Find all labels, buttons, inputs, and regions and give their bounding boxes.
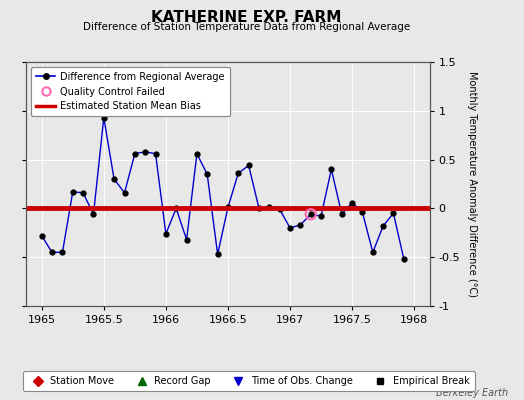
Y-axis label: Monthly Temperature Anomaly Difference (°C): Monthly Temperature Anomaly Difference (… <box>467 71 477 297</box>
Legend: Difference from Regional Average, Quality Control Failed, Estimated Station Mean: Difference from Regional Average, Qualit… <box>31 67 230 116</box>
Point <box>307 211 315 218</box>
Legend: Station Move, Record Gap, Time of Obs. Change, Empirical Break: Station Move, Record Gap, Time of Obs. C… <box>23 372 475 391</box>
Text: KATHERINE EXP. FARM: KATHERINE EXP. FARM <box>151 10 342 25</box>
Text: Berkeley Earth: Berkeley Earth <box>436 388 508 398</box>
Text: Difference of Station Temperature Data from Regional Average: Difference of Station Temperature Data f… <box>83 22 410 32</box>
